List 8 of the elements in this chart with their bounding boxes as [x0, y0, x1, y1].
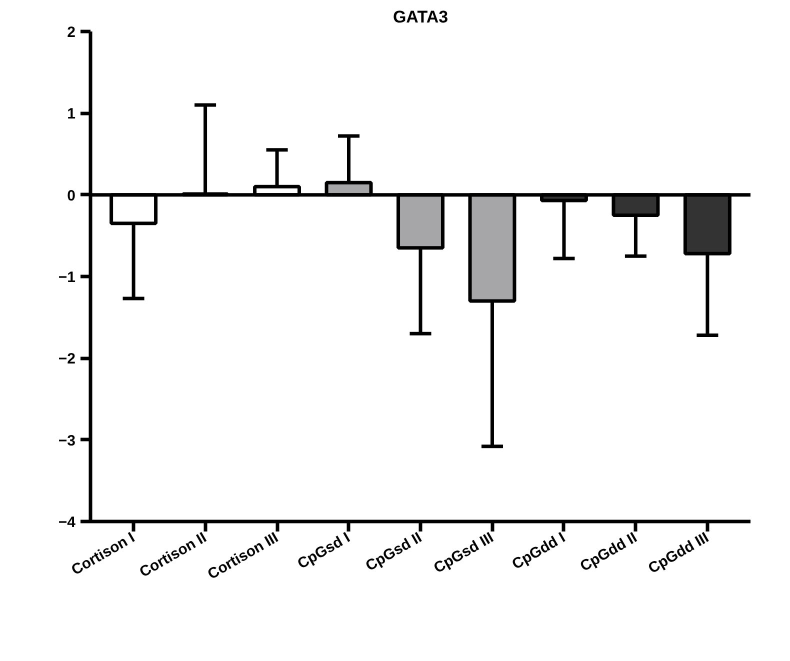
y-tick-label: −1 [58, 269, 76, 286]
chart-title: GATA3 [392, 8, 448, 26]
y-tick-label: −2 [58, 350, 76, 368]
y-tick-label: 0 [67, 187, 76, 204]
y-tick-label: −3 [58, 432, 76, 450]
y-tick-label: −4 [58, 514, 76, 531]
y-tick-label: 1 [67, 106, 76, 123]
y-tick-label: 2 [67, 24, 76, 41]
